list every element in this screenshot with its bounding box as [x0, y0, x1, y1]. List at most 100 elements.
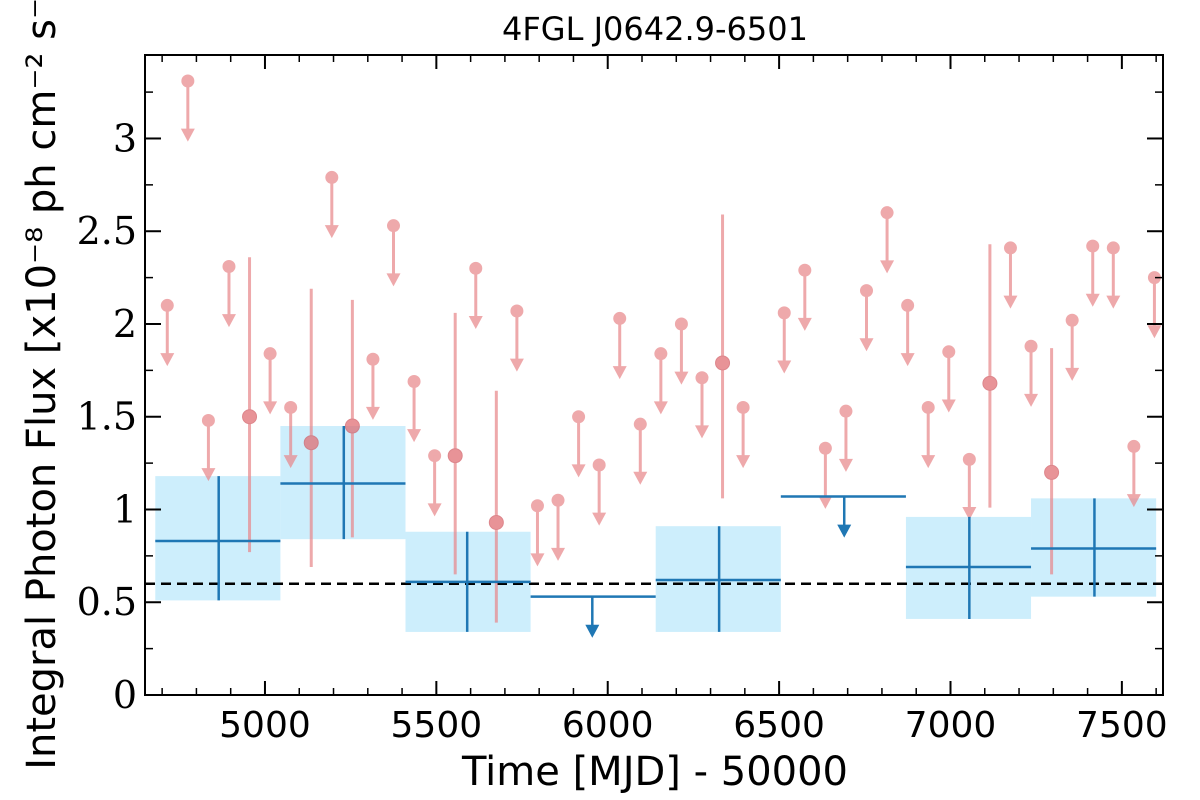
short-upper-limit-point: [1126, 439, 1141, 508]
upper-limit-arrowhead: [1024, 393, 1039, 407]
short-upper-limit-point: [1106, 241, 1121, 309]
long-bin-ul-arrowhead: [837, 524, 852, 538]
y-axis-ticks: 0 0.5 1 1.5 2 2.5 3: [77, 91, 1163, 717]
short-bin-upper-limits: [160, 74, 1162, 567]
upper-limit-arrowhead: [509, 358, 524, 372]
long-bin-point: [1031, 498, 1157, 597]
short-upper-limit-point: [941, 345, 956, 413]
short-upper-limit-point: [468, 261, 483, 329]
short-upper-limit-point: [1024, 339, 1039, 407]
short-upper-limit-point: [283, 400, 298, 469]
long-bin-point: [155, 476, 281, 601]
upper-limit-arrowhead: [736, 455, 751, 469]
detection-marker: [982, 375, 998, 391]
short-upper-limit-point: [818, 441, 833, 509]
upper-limit-arrowhead: [221, 314, 236, 328]
short-upper-limit-point: [1065, 313, 1080, 381]
detection-marker: [1044, 464, 1060, 480]
detection-marker: [715, 355, 731, 371]
y-tick-label: 1: [113, 487, 137, 531]
upper-limit-arrowhead: [653, 401, 668, 415]
upper-limit-marker: [530, 499, 544, 513]
short-upper-limit-point: [653, 347, 668, 415]
long-bin-point: [280, 426, 406, 540]
long-bin-ul-arrowhead: [585, 624, 600, 638]
long-bin-point: [905, 516, 1032, 619]
upper-limit-arrowhead: [592, 512, 607, 526]
short-upper-limit-point: [1085, 239, 1100, 307]
long-bin-point: [655, 526, 781, 632]
long-bin-measurements: [155, 426, 1157, 638]
upper-limit-arrowhead: [941, 399, 956, 413]
upper-limit-arrowhead: [530, 553, 545, 567]
x-tick-label: 5000: [219, 705, 311, 746]
short-detection-point: [982, 244, 998, 508]
short-upper-limit-point: [407, 374, 422, 443]
short-upper-limit-point: [201, 413, 216, 482]
short-upper-limit-point: [1147, 271, 1162, 339]
upper-limit-arrowhead: [880, 260, 895, 274]
upper-limit-arrowhead: [962, 507, 977, 521]
short-bin-detections: [242, 214, 1060, 623]
short-upper-limit-point: [592, 458, 607, 526]
x-axis-ticks: 5000 5500 6000 6500 7000 7500: [161, 55, 1168, 746]
upper-limit-arrowhead: [1065, 367, 1080, 381]
short-upper-limit-point: [859, 284, 874, 352]
short-detection-point: [242, 257, 258, 553]
upper-limit-arrowhead: [900, 353, 915, 367]
y-tick-label: 0: [113, 673, 137, 717]
y-tick-label: 2: [113, 302, 137, 346]
upper-limit-arrowhead: [160, 353, 175, 367]
x-tick-label: 7000: [905, 705, 997, 746]
short-upper-limit-point: [509, 304, 524, 372]
upper-limit-arrowhead: [468, 315, 483, 329]
short-upper-limit-point: [180, 74, 195, 142]
chart-title: 4FGL J0642.9-6501: [502, 10, 808, 48]
upper-limit-arrowhead: [427, 503, 442, 517]
upper-limit-arrowhead: [694, 425, 709, 439]
short-detection-point: [344, 299, 360, 538]
detection-marker: [488, 514, 504, 530]
upper-limit-arrowhead: [571, 464, 586, 478]
long-bin-upper-limit: [530, 595, 656, 638]
short-upper-limit-point: [1003, 241, 1018, 309]
short-upper-limit-point: [530, 499, 545, 567]
short-upper-limit-point: [674, 317, 689, 385]
x-tick-label: 7500: [1076, 705, 1168, 746]
upper-limit-arrowhead: [859, 338, 874, 352]
short-upper-limit-point: [777, 306, 792, 374]
short-detection-point: [303, 288, 319, 567]
upper-limit-arrowhead: [263, 401, 278, 415]
y-axis-label: Integral Photon Flux [x10⁻⁸ ph cm⁻² s⁻¹]: [19, 0, 65, 770]
upper-limit-arrowhead: [1085, 293, 1100, 307]
short-upper-limit-point: [880, 206, 895, 274]
upper-limit-arrowhead: [201, 468, 216, 482]
short-upper-limit-point: [736, 400, 751, 469]
y-tick-label: 0.5: [77, 580, 137, 624]
short-upper-limit-point: [365, 352, 380, 420]
x-axis-label: Time [MJD] - 50000: [461, 749, 848, 795]
upper-limit-arrowhead: [921, 455, 936, 469]
short-detection-point: [1044, 348, 1060, 575]
upper-limit-arrowhead: [324, 225, 339, 239]
short-upper-limit-point: [551, 493, 566, 561]
upper-limit-arrowhead: [818, 495, 833, 509]
long-bin-point: [405, 531, 531, 632]
short-upper-limit-point: [160, 298, 175, 367]
short-upper-limit-point: [900, 298, 915, 367]
short-upper-limit-point: [427, 449, 442, 517]
upper-limit-arrowhead: [1003, 295, 1018, 309]
upper-limit-arrowhead: [551, 547, 566, 561]
upper-limit-arrowhead: [674, 371, 689, 385]
short-upper-limit-point: [694, 371, 709, 439]
short-upper-limit-point: [571, 410, 586, 478]
x-tick-label: 5500: [391, 705, 483, 746]
y-tick-label: 1.5: [77, 395, 137, 439]
short-upper-limit-point: [221, 259, 236, 328]
detection-marker: [447, 448, 463, 464]
short-detection-point: [488, 390, 504, 623]
upper-limit-arrowhead: [612, 366, 627, 380]
y-tick-label: 2.5: [77, 209, 137, 253]
upper-limit-arrowhead: [838, 458, 853, 472]
